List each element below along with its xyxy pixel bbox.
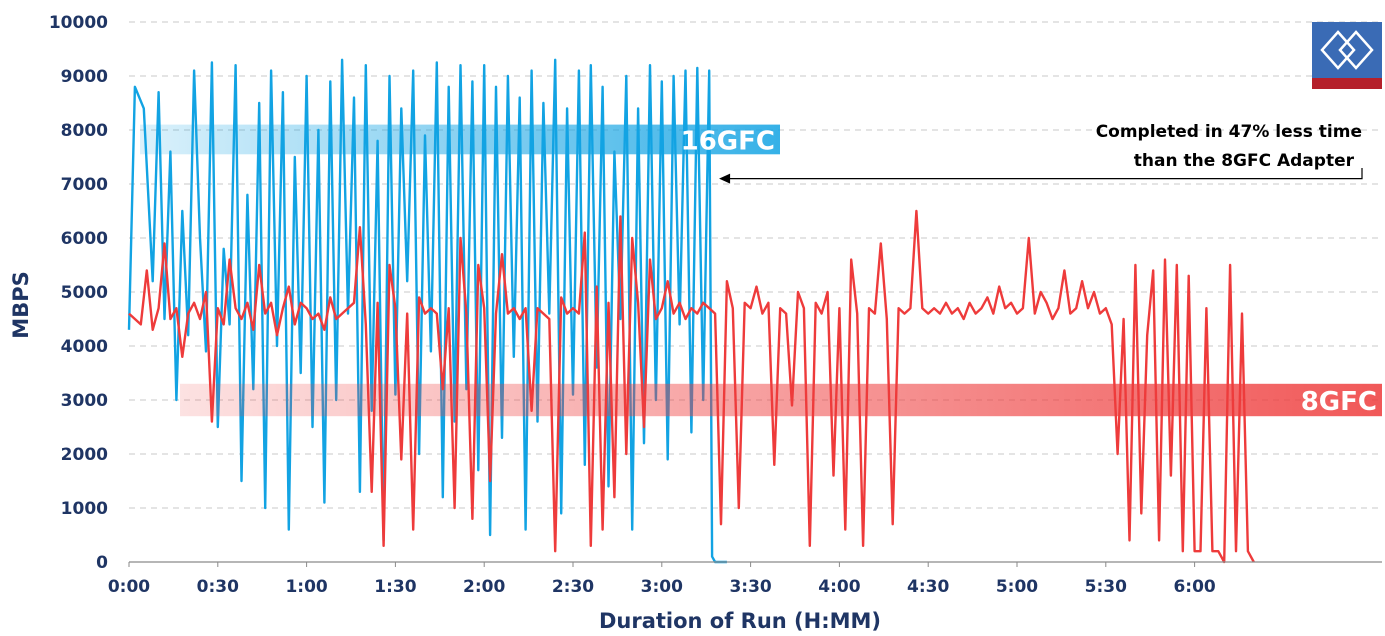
annotation-line-1: Completed in 47% less time bbox=[1096, 122, 1362, 142]
y-tick-label: 9000 bbox=[61, 67, 108, 87]
x-tick-label: 0:30 bbox=[197, 577, 239, 597]
x-tick-label: 1:00 bbox=[285, 577, 327, 597]
band-8GFC bbox=[180, 383, 1382, 417]
x-tick-label: 4:00 bbox=[818, 577, 860, 597]
x-tick-label: 2:00 bbox=[463, 577, 505, 597]
y-tick-label: 5000 bbox=[61, 283, 108, 303]
annotation-line-2: than the 8GFC Adapter bbox=[1134, 151, 1355, 171]
series-line-8GFC bbox=[128, 209, 1255, 564]
annotation-arrowhead bbox=[719, 173, 731, 184]
brand-logo-icon bbox=[1312, 22, 1382, 89]
x-tick-label: 6:00 bbox=[1173, 577, 1215, 597]
x-tick-label: 2:30 bbox=[552, 577, 594, 597]
x-tick-label: 1:30 bbox=[374, 577, 416, 597]
x-tick-label: 3:30 bbox=[729, 577, 771, 597]
y-tick-label: 2000 bbox=[61, 445, 108, 465]
x-tick-label: 5:00 bbox=[996, 577, 1038, 597]
y-tick-label: 1000 bbox=[61, 499, 108, 519]
band-label-8GFC: 8GFC bbox=[1301, 387, 1377, 417]
x-tick-label: 4:30 bbox=[907, 577, 949, 597]
x-tick-label: 5:30 bbox=[1085, 577, 1127, 597]
band-label-16GFC: 16GFC bbox=[681, 126, 775, 156]
annotation: Completed in 47% less time than the 8GFC… bbox=[719, 122, 1363, 184]
y-tick-label: 3000 bbox=[61, 391, 108, 411]
y-tick-label: 0 bbox=[96, 553, 108, 573]
y-tick-label: 7000 bbox=[61, 175, 108, 195]
y-tick-label: 6000 bbox=[61, 229, 108, 249]
x-tick-label: 3:00 bbox=[641, 577, 683, 597]
band-16GFC bbox=[140, 124, 780, 155]
x-axis-ticks: 0:00 0:30 1:00 1:30 2:00 2:30 3:00 3:30 4:00 4:30… bbox=[108, 561, 1382, 597]
x-tick-label: 0:00 bbox=[108, 577, 150, 597]
annotation-arrow bbox=[729, 168, 1363, 180]
y-tick-label: 4000 bbox=[61, 337, 108, 357]
y-axis-ticks: 0 1000 2000 3000 4000 5000 6000 7000 8000 9000 100… bbox=[49, 13, 108, 573]
y-tick-label: 8000 bbox=[61, 121, 108, 141]
y-tick-label: 10000 bbox=[49, 13, 108, 33]
y-axis-title: MBPS bbox=[9, 271, 33, 338]
x-axis-title: Duration of Run (H:MM) bbox=[599, 609, 881, 633]
gridlines bbox=[129, 21, 1382, 509]
